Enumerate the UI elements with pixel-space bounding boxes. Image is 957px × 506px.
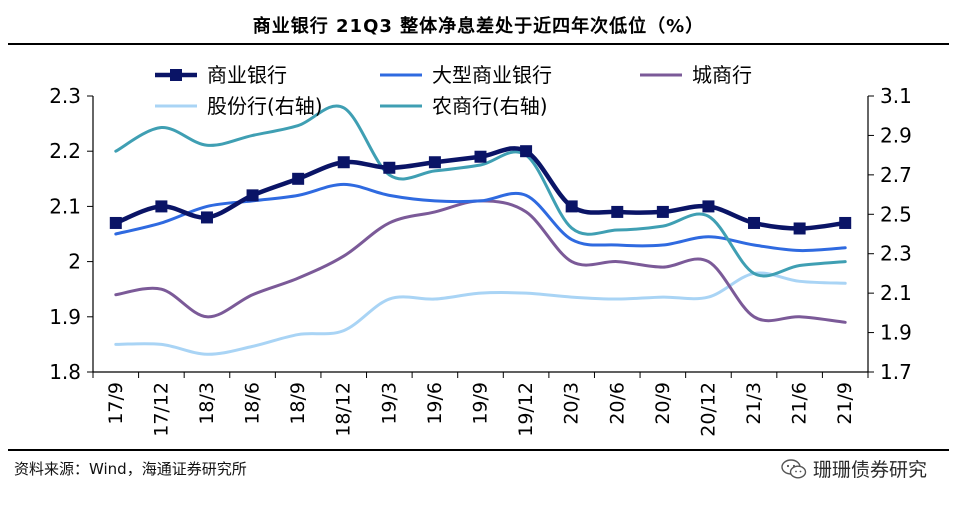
series-line-city [114,199,847,324]
x-tick-label: 20/6 [606,382,628,425]
legend-item-large: 大型商业银行 [380,63,552,87]
right-tick-label: 1.7 [880,360,912,384]
x-tick-label: 21/6 [789,382,811,425]
series-line-rural [114,104,847,278]
series-marker-commercial [839,216,852,229]
x-tick-label: 20/3 [561,382,583,425]
x-tick-label: 18/9 [287,382,309,425]
legend-label-large: 大型商业银行 [432,63,552,87]
series-marker-commercial [383,161,396,174]
wechat-icon [781,458,807,479]
right-tick-label: 2.3 [880,242,912,266]
legend-item-rural: 农商行(右轴) [380,94,548,118]
series-marker-commercial [702,200,715,213]
left-tick-label: 2.1 [49,194,81,218]
source-note: 资料来源：Wind，海通证券研究所 [14,460,247,478]
right-tick-label: 1.9 [880,321,912,345]
left-tick-label: 2.2 [49,139,81,163]
series-marker-commercial [748,216,761,229]
right-tick-label: 3.1 [880,84,912,108]
x-tick-label: 17/12 [150,382,172,437]
right-tick-label: 2.9 [880,123,912,147]
series-marker-commercial [565,200,578,213]
series-line-joint [114,271,847,356]
legend-label-joint: 股份行(右轴) [207,94,323,118]
series-marker-commercial [155,200,168,213]
x-tick-label: 19/6 [424,382,446,425]
legend-marker-commercial [170,69,182,81]
x-tick-label: 19/9 [470,382,492,425]
series-marker-commercial [793,222,806,235]
left-tick-label: 2 [68,250,81,274]
x-tick-label: 21/9 [834,382,856,425]
series-marker-commercial [611,205,624,218]
legend-label-commercial: 商业银行 [207,63,287,87]
left-tick-label: 1.9 [49,305,81,329]
x-tick-label: 18/12 [333,382,355,437]
watermark-text: 珊珊债券研究 [812,459,927,481]
series-marker-commercial [474,150,487,163]
right-tick-label: 2.7 [880,163,912,187]
x-tick-label: 18/6 [242,382,264,425]
series-marker-commercial [656,205,669,218]
legend-item-city: 城商行 [640,63,752,87]
x-tick-label: 19/3 [378,382,400,425]
right-tick-label: 2.1 [880,281,912,305]
x-tick-label: 17/9 [105,382,127,425]
watermark: 珊珊债券研究 [781,455,927,482]
series-marker-commercial [200,211,213,224]
x-tick-label: 20/12 [697,382,719,437]
series-marker-commercial [292,172,305,185]
legend-label-city: 城商行 [692,63,752,87]
right-tick-label: 2.5 [880,202,912,226]
x-tick-label: 20/9 [652,382,674,425]
bottom-rule [8,449,949,451]
series-marker-commercial [520,145,533,158]
left-tick-label: 2.3 [49,84,81,108]
legend-item-joint: 股份行(右轴) [155,94,323,118]
series-marker-commercial [109,216,122,229]
series-marker-commercial [246,189,259,202]
chart-title: 商业银行 21Q3 整体净息差处于近四年次低位（%） [252,16,705,37]
x-tick-label: 19/12 [515,382,537,437]
series-marker-commercial [428,156,441,169]
left-tick-label: 1.8 [49,360,81,384]
x-tick-label: 21/3 [743,382,765,425]
top-rule [8,43,949,45]
x-tick-label: 18/3 [196,382,218,425]
legend-item-commercial: 商业银行 [155,63,287,87]
legend-label-rural: 农商行(右轴) [432,94,548,118]
series-marker-commercial [337,156,350,169]
